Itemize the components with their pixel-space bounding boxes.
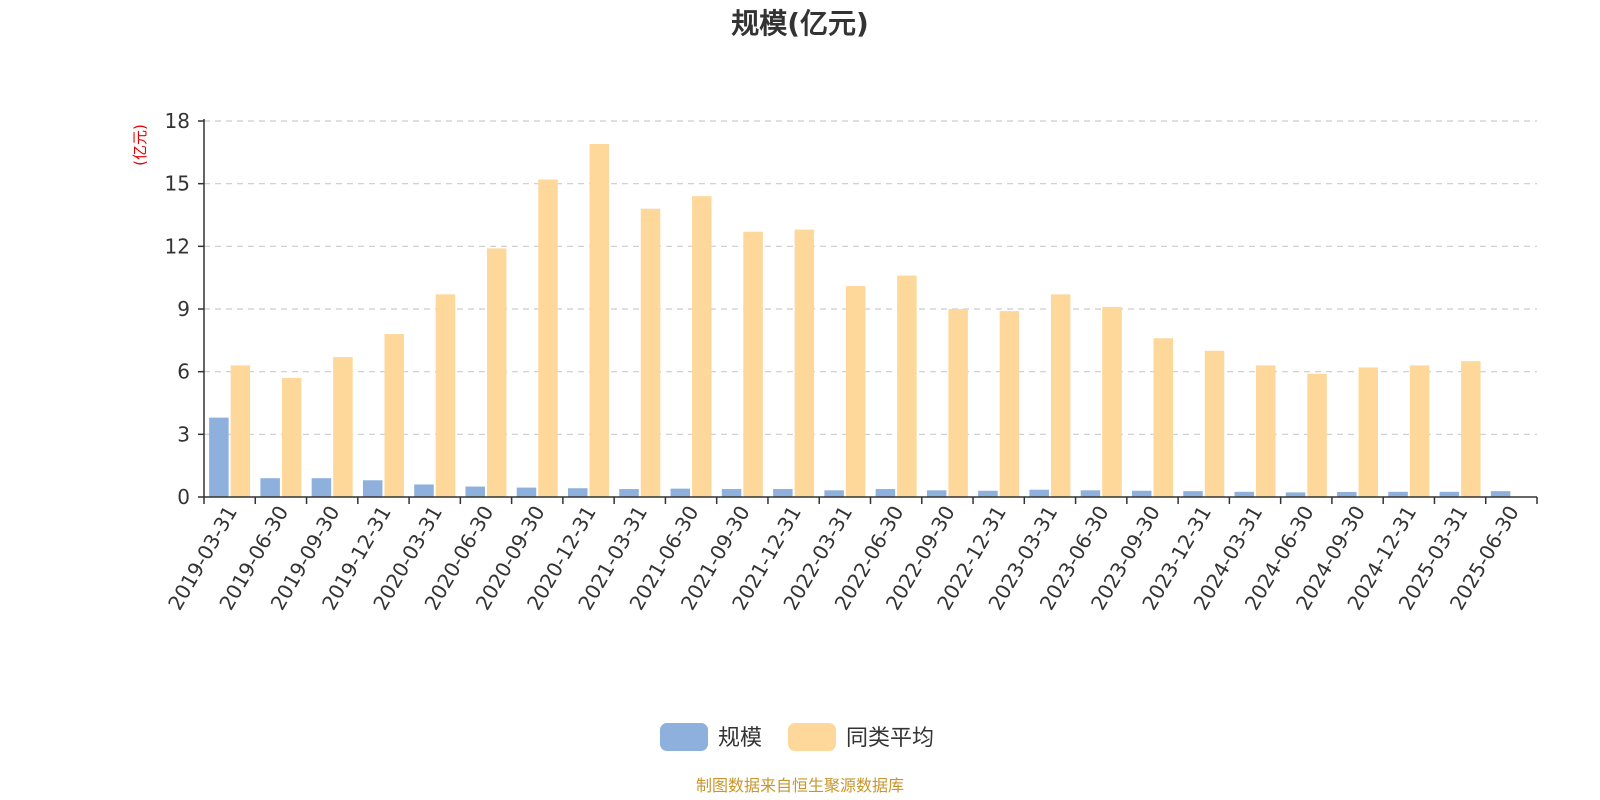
bar-scale [773, 489, 793, 497]
legend-label: 规模 [718, 726, 762, 751]
bars-group [209, 143, 1511, 497]
bar-peer-average [845, 286, 866, 497]
bar-scale [1080, 490, 1101, 497]
bar-peer-average [486, 248, 507, 497]
bar-scale [670, 488, 691, 497]
y-tick-label: 12 [165, 234, 190, 258]
bar-scale [311, 478, 332, 497]
bar-scale [1490, 491, 1511, 497]
bar-scale [619, 489, 639, 497]
bar-peer-average [948, 309, 968, 497]
y-tick-label: 9 [177, 297, 190, 321]
bar-peer-average [1307, 373, 1327, 497]
chart-title: 规模(亿元) [731, 7, 869, 40]
y-tick-label: 6 [177, 360, 190, 384]
bar-peer-average [692, 196, 712, 497]
bar-scale [516, 487, 537, 497]
bar-peer-average [1358, 367, 1379, 497]
bar-scale [568, 488, 588, 497]
y-tick-label: 18 [165, 109, 190, 133]
bar-scale [465, 486, 485, 497]
bar-scale [1388, 491, 1408, 497]
y-tick-labels: 0 3 6 9 12 15 18 [165, 109, 190, 509]
bar-peer-average [1461, 361, 1481, 497]
axes-group [198, 119, 1538, 504]
bar-scale [1234, 491, 1255, 497]
bar-scale [209, 417, 229, 497]
bar-peer-average [230, 365, 251, 497]
bar-peer-average [1409, 365, 1430, 497]
bar-peer-average [384, 334, 404, 497]
bar-peer-average [281, 377, 302, 497]
legend: 规模 同类平均 [660, 723, 934, 751]
bar-scale [260, 478, 280, 497]
bar-peer-average [589, 143, 610, 497]
bar-peer-average [333, 357, 353, 497]
bar-scale [1285, 492, 1306, 497]
legend-swatch [660, 723, 708, 751]
data-source-note: 制图数据来自恒生聚源数据库 [696, 776, 904, 795]
bar-scale [875, 489, 896, 497]
bar-peer-average [743, 231, 763, 497]
legend-label: 同类平均 [846, 726, 934, 751]
grid-lines [204, 120, 1537, 435]
bar-scale [721, 489, 742, 497]
bar-scale [978, 490, 998, 497]
bar-peer-average [1050, 294, 1071, 497]
bar-scale [414, 484, 434, 497]
bar-peer-average [897, 275, 917, 497]
bar-peer-average [1256, 365, 1276, 497]
y-axis-unit: (亿元) [131, 124, 149, 166]
legend-swatch [788, 723, 836, 751]
bar-peer-average [435, 294, 456, 497]
y-tick-label: 0 [177, 485, 190, 509]
bar-scale [824, 490, 844, 497]
bar-peer-average [794, 229, 815, 497]
x-tick-labels: 2019-03-312019-06-302019-09-302019-12-31… [163, 501, 1524, 614]
bar-scale [926, 490, 947, 497]
bar-scale [362, 480, 383, 497]
bar-peer-average [538, 179, 558, 497]
y-tick-label: 15 [165, 172, 190, 196]
bar-peer-average [640, 208, 661, 497]
y-tick-label: 3 [177, 422, 190, 446]
bar-peer-average [999, 311, 1020, 497]
bar-scale [1439, 491, 1460, 497]
bar-scale [1029, 489, 1049, 497]
bar-scale [1183, 491, 1203, 497]
bar-peer-average [1153, 338, 1173, 497]
bar-peer-average [1102, 306, 1122, 497]
bar-scale [1131, 490, 1152, 497]
bar-peer-average [1204, 350, 1225, 497]
bar-scale [1337, 491, 1357, 497]
